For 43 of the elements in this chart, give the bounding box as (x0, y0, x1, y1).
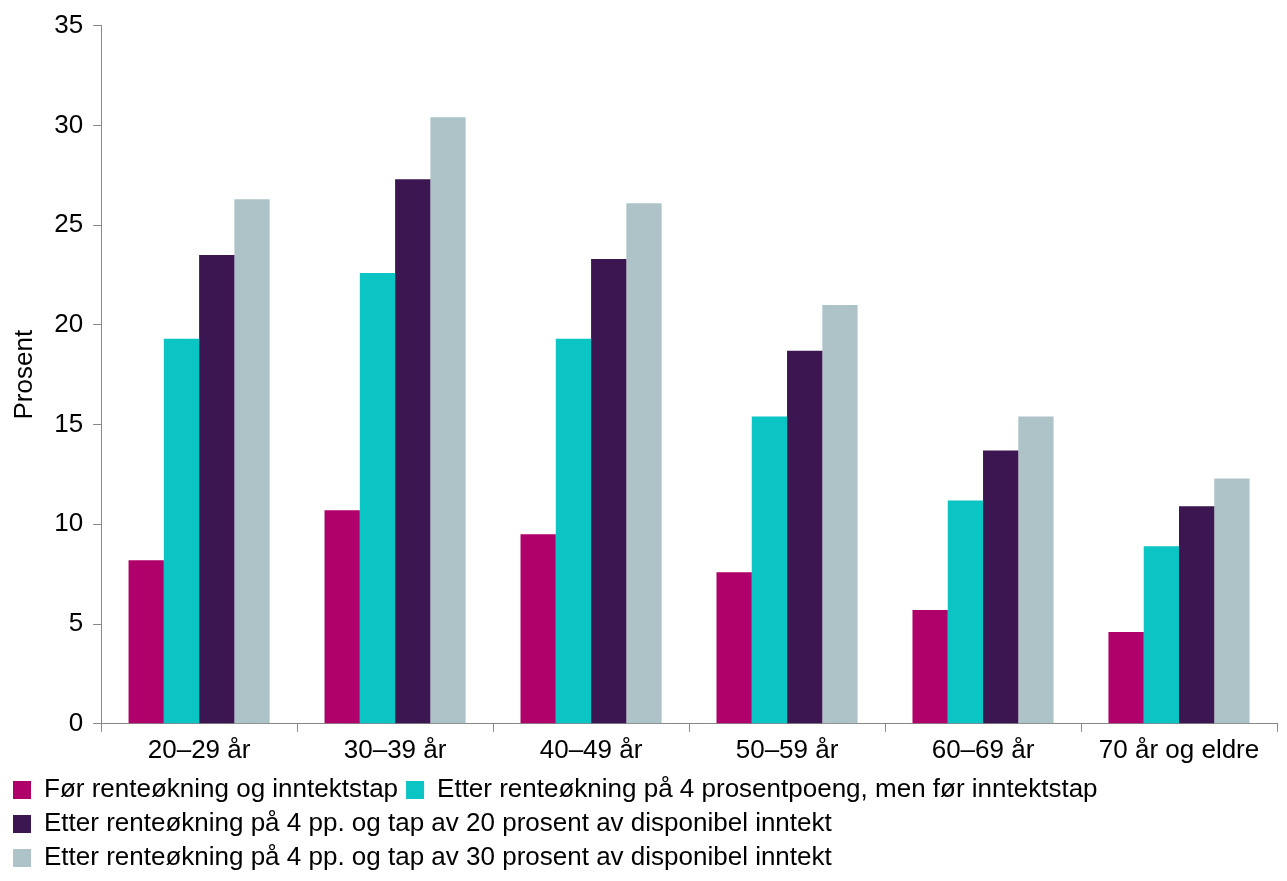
y-axis-title: Prosent (7, 329, 38, 420)
y-tick-label: 20 (54, 308, 84, 338)
y-tick-label: 0 (68, 706, 84, 737)
x-tick-label: 50–59 år (735, 733, 839, 764)
bar (822, 304, 858, 724)
x-tick-label: 40–49 år (539, 733, 643, 764)
bar (1018, 416, 1054, 724)
y-tick-label: 5 (68, 607, 84, 638)
y-tick-label: 30 (54, 108, 84, 139)
bar (324, 510, 360, 724)
bar (1179, 506, 1215, 724)
x-tick-label: 60–69 år (931, 733, 1035, 764)
y-tick-label: 25 (54, 208, 84, 239)
bar (716, 572, 752, 724)
x-tick-label: 20–29 år (147, 733, 251, 764)
bar (912, 610, 948, 724)
bar (1108, 632, 1144, 724)
y-tick-label: 15 (54, 407, 84, 438)
bar (395, 179, 431, 724)
bar (359, 272, 396, 724)
bar (787, 350, 823, 724)
bar (1143, 546, 1180, 724)
legend-label: Før renteøkning og inntektstap (44, 773, 399, 804)
bar (591, 259, 627, 724)
x-tick-label: 70 år og eldre (1098, 733, 1260, 764)
bar (163, 338, 200, 724)
y-tick-label: 10 (54, 507, 84, 538)
bar (555, 338, 592, 724)
bar (751, 416, 788, 724)
bar (199, 255, 235, 724)
bar (234, 199, 270, 724)
legend-label: Etter renteøkning på 4 pp. og tap av 20 prosent av disponibel inntekt (44, 807, 833, 838)
bar (128, 560, 164, 724)
y-tick-label: 35 (54, 8, 84, 39)
legend-label: Etter renteøkning på 4 prosentpoeng, men før inntektstap (437, 773, 1098, 804)
bar (626, 203, 662, 724)
legend-label: Etter renteøkning på 4 pp. og tap av 30 prosent av disponibel inntekt (44, 841, 833, 872)
x-tick-label: 30–39 år (343, 733, 447, 764)
bar (1214, 478, 1250, 724)
bar (520, 534, 556, 724)
bar (430, 117, 466, 724)
bar (983, 450, 1019, 724)
bar (947, 500, 984, 724)
